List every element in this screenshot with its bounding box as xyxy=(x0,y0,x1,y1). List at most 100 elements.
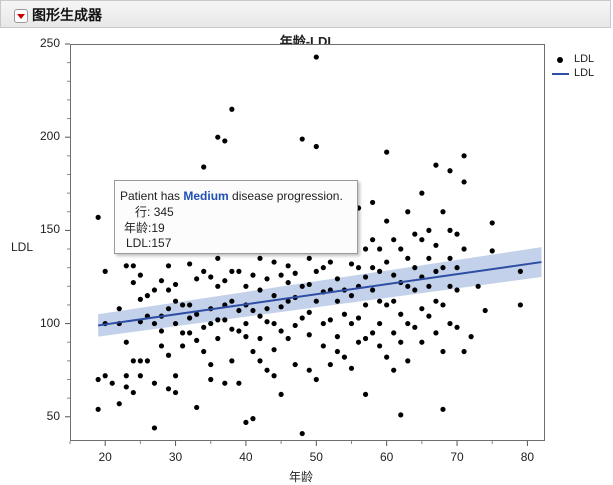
data-point[interactable] xyxy=(222,380,228,386)
data-point[interactable] xyxy=(257,313,263,319)
data-point[interactable] xyxy=(172,373,179,379)
data-point[interactable] xyxy=(292,322,298,329)
data-point[interactable] xyxy=(454,265,460,271)
data-point[interactable] xyxy=(461,246,467,252)
data-point[interactable] xyxy=(236,328,242,334)
data-point[interactable] xyxy=(426,227,432,233)
data-point[interactable] xyxy=(243,334,249,340)
data-point[interactable] xyxy=(215,283,221,289)
data-point[interactable] xyxy=(264,276,270,282)
data-point[interactable] xyxy=(313,376,319,383)
data-point[interactable] xyxy=(165,352,172,358)
data-point[interactable] xyxy=(405,255,411,261)
data-point[interactable] xyxy=(398,412,404,418)
data-point[interactable] xyxy=(369,287,376,293)
data-point[interactable] xyxy=(271,293,277,299)
data-point[interactable] xyxy=(348,261,355,267)
data-point[interactable] xyxy=(348,365,355,371)
data-point[interactable] xyxy=(165,306,172,312)
data-point[interactable] xyxy=(109,380,115,386)
data-point[interactable] xyxy=(327,361,333,368)
data-point[interactable] xyxy=(419,339,425,345)
data-point[interactable] xyxy=(355,339,362,345)
data-point[interactable] xyxy=(433,298,439,304)
data-point[interactable] xyxy=(151,320,158,327)
data-point[interactable] xyxy=(334,298,341,304)
data-point[interactable] xyxy=(264,306,270,312)
data-point[interactable] xyxy=(250,348,256,355)
data-point[interactable] xyxy=(271,320,277,327)
data-point[interactable] xyxy=(334,334,341,340)
data-point[interactable] xyxy=(384,259,390,265)
data-point[interactable] xyxy=(447,168,453,174)
data-point[interactable] xyxy=(517,268,523,274)
data-point[interactable] xyxy=(341,311,348,317)
data-point[interactable] xyxy=(172,281,179,288)
data-point[interactable] xyxy=(229,358,235,364)
data-point[interactable] xyxy=(306,255,312,261)
data-point[interactable] xyxy=(172,320,179,327)
data-point[interactable] xyxy=(299,430,305,437)
data-point[interactable] xyxy=(271,259,277,265)
data-point[interactable] xyxy=(454,231,460,237)
data-point[interactable] xyxy=(215,335,221,342)
data-point[interactable] xyxy=(320,320,326,327)
data-point[interactable] xyxy=(278,328,284,334)
disclosure-triangle-icon[interactable] xyxy=(14,9,28,23)
data-point[interactable] xyxy=(271,373,277,379)
data-point[interactable] xyxy=(412,324,418,330)
data-point[interactable] xyxy=(123,373,129,379)
data-point[interactable] xyxy=(489,220,495,226)
data-point[interactable] xyxy=(412,287,418,293)
data-point[interactable] xyxy=(398,311,404,317)
data-point[interactable] xyxy=(433,242,439,248)
data-point[interactable] xyxy=(334,276,341,282)
data-point[interactable] xyxy=(165,386,172,392)
data-point[interactable] xyxy=(362,302,369,308)
data-point[interactable] xyxy=(355,315,362,321)
data-point[interactable] xyxy=(447,227,453,233)
data-point[interactable] xyxy=(454,287,460,293)
data-point[interactable] xyxy=(229,106,235,112)
data-point[interactable] xyxy=(405,209,411,215)
data-point[interactable] xyxy=(433,330,439,336)
data-point[interactable] xyxy=(194,276,200,282)
data-point[interactable] xyxy=(482,307,488,314)
data-point[interactable] xyxy=(250,272,256,278)
data-point[interactable] xyxy=(285,298,291,304)
data-point[interactable] xyxy=(384,149,390,155)
data-point[interactable] xyxy=(257,358,263,364)
data-point[interactable] xyxy=(151,425,158,431)
data-point[interactable] xyxy=(95,214,101,220)
data-point[interactable] xyxy=(151,287,158,293)
data-point[interactable] xyxy=(130,263,136,269)
data-point[interactable] xyxy=(292,361,298,368)
data-point[interactable] xyxy=(362,335,369,342)
data-point[interactable] xyxy=(517,302,523,308)
data-point[interactable] xyxy=(489,248,495,254)
data-point[interactable] xyxy=(313,54,319,60)
data-point[interactable] xyxy=(208,320,214,327)
data-point[interactable] xyxy=(440,302,446,308)
data-point[interactable] xyxy=(405,283,411,289)
data-point[interactable] xyxy=(151,380,158,386)
data-point[interactable] xyxy=(369,199,376,206)
data-point[interactable] xyxy=(461,348,467,355)
data-point[interactable] xyxy=(172,298,179,304)
data-point[interactable] xyxy=(194,311,200,317)
data-point[interactable] xyxy=(362,246,369,252)
data-point[interactable] xyxy=(137,373,143,379)
data-point[interactable] xyxy=(369,237,376,243)
data-point[interactable] xyxy=(264,319,270,325)
data-point[interactable] xyxy=(299,136,305,142)
data-point[interactable] xyxy=(419,237,425,243)
data-point[interactable] xyxy=(187,315,193,321)
data-point[interactable] xyxy=(201,348,207,355)
data-point[interactable] xyxy=(334,348,341,355)
data-point[interactable] xyxy=(130,389,136,396)
data-point[interactable] xyxy=(313,298,319,304)
data-point[interactable] xyxy=(433,268,439,274)
data-point[interactable] xyxy=(299,315,305,321)
data-point[interactable] xyxy=(341,354,348,360)
data-point[interactable] xyxy=(292,270,298,276)
